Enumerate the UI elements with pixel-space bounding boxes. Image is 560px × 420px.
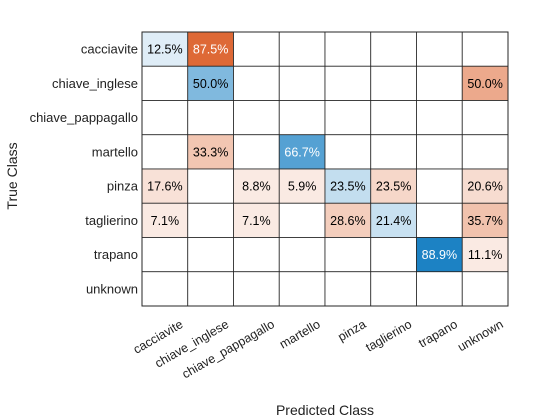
cell-trapano-martello (278, 237, 326, 273)
cell-trapano-taglierino (370, 237, 417, 273)
column-label-pinza: pinza (335, 317, 368, 344)
cell-martello-unknown (461, 134, 509, 170)
row-label-trapano: trapano (94, 247, 138, 262)
column-label-martello: martello (277, 317, 323, 351)
cell-value-taglierino-cacciavite: 7.1% (151, 214, 180, 228)
cell-cacciavite-trapano (416, 31, 463, 67)
cell-taglierino-chiave_inglese (187, 202, 234, 238)
cell-value-taglierino-chiave_pappagallo: 7.1% (242, 214, 271, 228)
cell-trapano-unknown (461, 237, 509, 273)
cell-unknown-chiave_pappagallo (233, 271, 280, 307)
cell-taglierino-taglierino (370, 202, 417, 238)
cell-unknown-pinza (324, 271, 372, 307)
cell-pinza-pinza (324, 168, 372, 204)
cell-cacciavite-martello (278, 31, 326, 67)
cell-trapano-pinza (324, 237, 372, 273)
x-axis-title: Predicted Class (276, 402, 374, 418)
cell-value-martello-chiave_inglese: 33.3% (193, 145, 228, 159)
cell-value-pinza-cacciavite: 17.6% (147, 180, 182, 194)
cell-pinza-chiave_pappagallo (233, 168, 280, 204)
cell-unknown-taglierino (370, 271, 417, 307)
cell-value-pinza-unknown: 20.6% (467, 180, 502, 194)
column-labels: cacciavitechiave_inglesechiave_pappagall… (131, 317, 506, 381)
cell-value-taglierino-taglierino: 21.4% (376, 214, 411, 228)
cell-value-cacciavite-chiave_inglese: 87.5% (193, 43, 228, 57)
cell-martello-pinza (324, 134, 372, 170)
cell-trapano-cacciavite (141, 237, 189, 273)
cell-chiave_inglese-cacciavite (141, 65, 189, 101)
column-label-unknown: unknown (455, 317, 505, 354)
cell-chiave_pappagallo-chiave_pappagallo (233, 100, 280, 136)
cell-chiave_inglese-taglierino (370, 65, 417, 101)
cell-martello-chiave_pappagallo (233, 134, 280, 170)
cell-chiave_pappagallo-martello (278, 100, 326, 136)
cell-trapano-trapano (416, 237, 463, 273)
cell-chiave_pappagallo-unknown (461, 100, 509, 136)
cell-value-chiave_inglese-chiave_inglese: 50.0% (193, 77, 228, 91)
row-label-taglierino: taglierino (85, 213, 138, 228)
cell-cacciavite-unknown (461, 31, 509, 67)
column-label-trapano: trapano (416, 317, 460, 350)
cell-value-pinza-taglierino: 23.5% (376, 180, 411, 194)
cell-chiave_inglese-trapano (416, 65, 463, 101)
cell-chiave_inglese-martello (278, 65, 326, 101)
cell-value-pinza-chiave_pappagallo: 8.8% (242, 180, 271, 194)
cell-cacciavite-cacciavite (141, 31, 189, 67)
cell-value-trapano-trapano: 88.9% (422, 248, 457, 262)
cell-value-martello-martello: 66.7% (284, 145, 319, 159)
matrix-border (141, 31, 509, 307)
row-label-pinza: pinza (107, 179, 139, 194)
row-labels: cacciavite chiave_inglese chiave_pappagall… (30, 42, 139, 297)
cell-chiave_inglese-pinza (324, 65, 372, 101)
cell-value-chiave_inglese-unknown: 50.0% (467, 77, 502, 91)
row-label-chiave_inglese: chiave_inglese (52, 76, 138, 91)
cell-chiave_inglese-chiave_inglese (187, 65, 234, 101)
cell-cacciavite-chiave_inglese (187, 31, 234, 67)
cell-value-taglierino-unknown: 35.7% (467, 214, 502, 228)
cell-cacciavite-chiave_pappagallo (233, 31, 280, 67)
row-label-cacciavite: cacciavite (81, 42, 138, 57)
cell-value-pinza-martello: 5.9% (288, 180, 317, 194)
row-label-unknown: unknown (86, 281, 138, 296)
cell-chiave_pappagallo-chiave_inglese (187, 100, 234, 136)
cell-taglierino-unknown (461, 202, 509, 238)
cell-chiave_pappagallo-pinza (324, 100, 372, 136)
cell-martello-trapano (416, 134, 463, 170)
cell-unknown-martello (278, 271, 326, 307)
cell-value-taglierino-pinza: 28.6% (330, 214, 365, 228)
cell-cacciavite-pinza (324, 31, 372, 67)
cell-taglierino-trapano (416, 202, 463, 238)
cell-unknown-unknown (461, 271, 509, 307)
cell-cacciavite-taglierino (370, 31, 417, 67)
cell-taglierino-martello (278, 202, 326, 238)
matrix-cells: 12.5% 87.5% 50.0% 50.0% 33.3% 66.7% 17.6% 8.8% 5… (141, 31, 509, 307)
cell-taglierino-chiave_pappagallo (233, 202, 280, 238)
cell-trapano-chiave_pappagallo (233, 237, 280, 273)
row-label-martello: martello (92, 144, 138, 159)
cell-chiave_pappagallo-trapano (416, 100, 463, 136)
y-axis-title: True Class (4, 142, 20, 209)
column-label-taglierino: taglierino (363, 317, 414, 355)
cell-martello-cacciavite (141, 134, 189, 170)
cell-value-cacciavite-cacciavite: 12.5% (147, 43, 182, 57)
cell-pinza-unknown (461, 168, 509, 204)
cell-trapano-chiave_inglese (187, 237, 234, 273)
cell-chiave_pappagallo-cacciavite (141, 100, 189, 136)
cell-chiave_pappagallo-taglierino (370, 100, 417, 136)
cell-value-pinza-pinza: 23.5% (330, 180, 365, 194)
cell-pinza-trapano (416, 168, 463, 204)
cell-pinza-chiave_inglese (187, 168, 234, 204)
cell-unknown-chiave_inglese (187, 271, 234, 307)
cell-martello-taglierino (370, 134, 417, 170)
cell-chiave_inglese-chiave_pappagallo (233, 65, 280, 101)
cell-value-trapano-unknown: 11.1% (468, 248, 503, 262)
row-label-chiave_pappagallo: chiave_pappagallo (30, 110, 138, 125)
cell-martello-martello (278, 134, 326, 170)
cell-unknown-trapano (416, 271, 463, 307)
cell-unknown-cacciavite (141, 271, 189, 307)
